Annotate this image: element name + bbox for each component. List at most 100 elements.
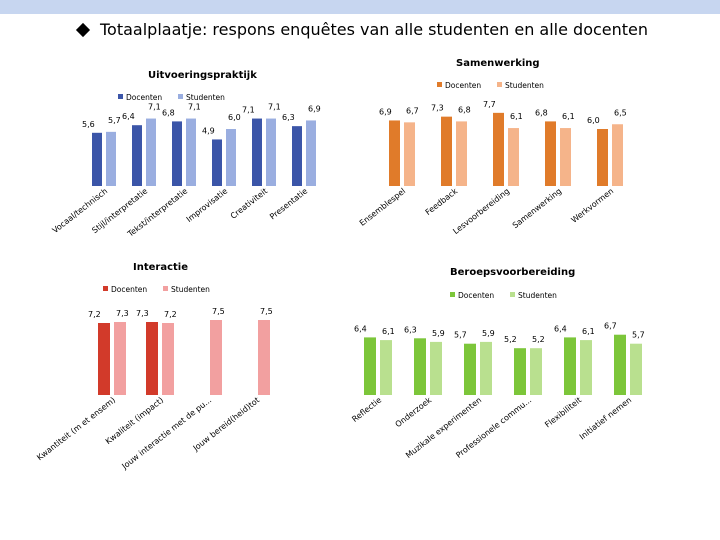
bar <box>380 340 392 395</box>
category-label: Creativiteit <box>229 186 269 220</box>
bar <box>614 334 626 395</box>
bar <box>530 348 542 395</box>
legend-swatch <box>103 286 108 291</box>
value-label: 4,9 <box>202 126 215 135</box>
bar <box>226 129 236 186</box>
bar <box>389 120 400 186</box>
bar <box>266 118 276 186</box>
category-label: Ensemblespel <box>358 186 407 227</box>
category-label: Jouw interactie met de pu... <box>120 395 214 471</box>
value-label: 5,7 <box>454 331 467 340</box>
value-label: 6,8 <box>162 108 175 117</box>
value-label: 6,1 <box>510 112 523 121</box>
category-label: Improvisatie <box>185 186 230 224</box>
bar <box>545 121 556 186</box>
value-label: 6,9 <box>308 104 321 113</box>
value-label: 6,1 <box>562 112 575 121</box>
value-label: 6,4 <box>122 112 135 121</box>
bar <box>508 128 519 186</box>
bar <box>464 343 476 395</box>
category-label: Kwantiteit (m et ensem) <box>35 395 117 462</box>
value-label: 7,1 <box>148 103 161 112</box>
bar <box>258 320 270 395</box>
bar <box>106 131 116 186</box>
bar <box>514 348 526 395</box>
bar <box>210 320 222 395</box>
bar <box>404 122 415 186</box>
value-label: 6,1 <box>382 327 395 336</box>
value-label: 6,5 <box>614 108 627 117</box>
bar <box>186 118 196 186</box>
legend-swatch <box>497 82 502 87</box>
bar <box>564 337 576 395</box>
top-bar <box>0 0 720 14</box>
page-title: Totaalplaatje: respons enquêtes van alle… <box>100 20 649 39</box>
bar <box>560 128 571 186</box>
chart-title: Interactie <box>133 262 188 273</box>
value-label: 5,9 <box>482 329 495 338</box>
value-label: 7,2 <box>164 310 177 319</box>
bar <box>98 323 110 395</box>
legend-swatch <box>118 94 123 99</box>
category-label: Lesvoorbereiding <box>451 186 511 236</box>
category-label: Reflectie <box>350 395 383 424</box>
value-label: 6,9 <box>379 107 392 116</box>
bar <box>146 322 158 395</box>
value-label: 7,3 <box>136 309 149 318</box>
bar <box>172 121 182 186</box>
value-label: 7,1 <box>188 103 201 112</box>
value-label: 6,7 <box>604 322 617 331</box>
bar <box>580 340 592 395</box>
bar <box>252 118 262 186</box>
value-label: 6,1 <box>582 327 595 336</box>
legend-label: Docenten <box>111 285 147 294</box>
value-label: 6,0 <box>228 113 241 122</box>
chart-title: Uitvoeringspraktijk <box>148 70 257 81</box>
value-label: 5,2 <box>532 335 545 344</box>
bar <box>480 341 492 395</box>
value-label: 5,7 <box>108 116 121 125</box>
legend-swatch <box>510 292 515 297</box>
value-label: 6,3 <box>404 325 417 334</box>
bar <box>414 338 426 395</box>
bar <box>146 118 156 186</box>
value-label: 6,8 <box>458 105 471 114</box>
bar <box>162 323 174 395</box>
value-label: 6,7 <box>406 106 419 115</box>
legend-swatch <box>163 286 168 291</box>
bar <box>306 120 316 186</box>
bar <box>292 126 302 186</box>
value-label: 5,7 <box>632 331 645 340</box>
legend-label: Studenten <box>505 81 544 90</box>
category-label: Feedback <box>424 186 460 217</box>
value-label: 7,7 <box>483 100 496 109</box>
legend-swatch <box>437 82 442 87</box>
bar <box>597 129 608 186</box>
chart-title: Beroepsvoorbereiding <box>450 267 575 278</box>
bar <box>132 125 142 186</box>
value-label: 7,3 <box>116 309 129 318</box>
legend-label: Studenten <box>518 291 557 300</box>
value-label: 7,1 <box>242 106 255 115</box>
value-label: 6,3 <box>282 113 295 122</box>
bar <box>612 124 623 186</box>
category-label: Initiatief nemen <box>578 395 633 441</box>
value-label: 7,1 <box>268 103 281 112</box>
category-label: Presentatie <box>268 186 309 221</box>
category-label: Samenwerking <box>511 186 563 230</box>
value-label: 6,4 <box>354 324 367 333</box>
bar <box>430 341 442 395</box>
value-label: 6,4 <box>554 324 567 333</box>
legend-swatch <box>450 292 455 297</box>
bar <box>92 132 102 186</box>
value-label: 7,5 <box>260 307 273 316</box>
value-label: 5,9 <box>432 329 445 338</box>
bar <box>364 337 376 395</box>
bar <box>630 343 642 395</box>
bar <box>456 121 467 186</box>
legend-label: Studenten <box>186 93 225 102</box>
value-label: 5,6 <box>82 120 95 129</box>
legend-label: Docenten <box>126 93 162 102</box>
